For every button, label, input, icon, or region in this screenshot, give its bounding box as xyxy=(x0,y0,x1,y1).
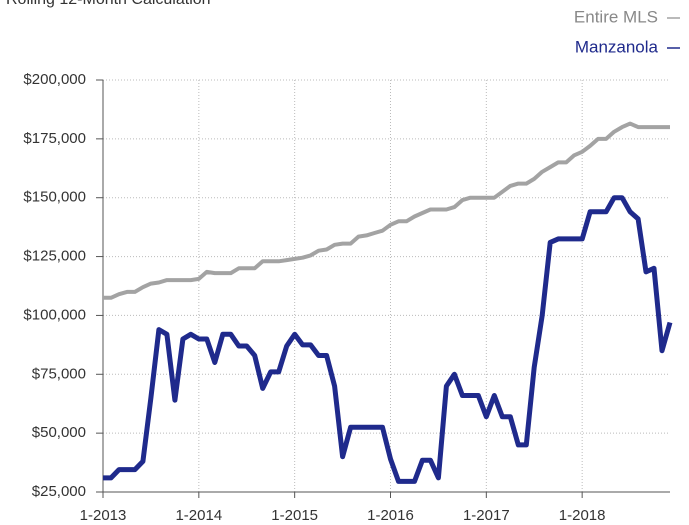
y-tick-label: $200,000 xyxy=(23,71,86,88)
x-tick-label: 1-2014 xyxy=(175,507,222,524)
legend-label: Entire MLS xyxy=(574,7,658,26)
x-tick-label: 1-2015 xyxy=(271,507,318,524)
y-tick-label: $75,000 xyxy=(32,365,86,382)
legend-label: Manzanola xyxy=(575,37,659,56)
y-tick-label: $125,000 xyxy=(23,248,86,265)
y-tick-label: $50,000 xyxy=(32,424,86,441)
y-tick-label: $175,000 xyxy=(23,130,86,147)
chart-title: Rolling 12-Month Calculation xyxy=(6,0,211,8)
y-tick-label: $25,000 xyxy=(32,483,86,500)
x-tick-label: 1-2018 xyxy=(559,507,606,524)
x-tick-label: 1-2017 xyxy=(463,507,510,524)
x-tick-label: 1-2016 xyxy=(367,507,414,524)
x-tick-label: 1-2013 xyxy=(80,507,127,524)
series-line xyxy=(103,121,670,300)
y-tick-label: $100,000 xyxy=(23,306,86,323)
series-line xyxy=(103,195,673,484)
y-tick-label: $150,000 xyxy=(23,189,86,206)
